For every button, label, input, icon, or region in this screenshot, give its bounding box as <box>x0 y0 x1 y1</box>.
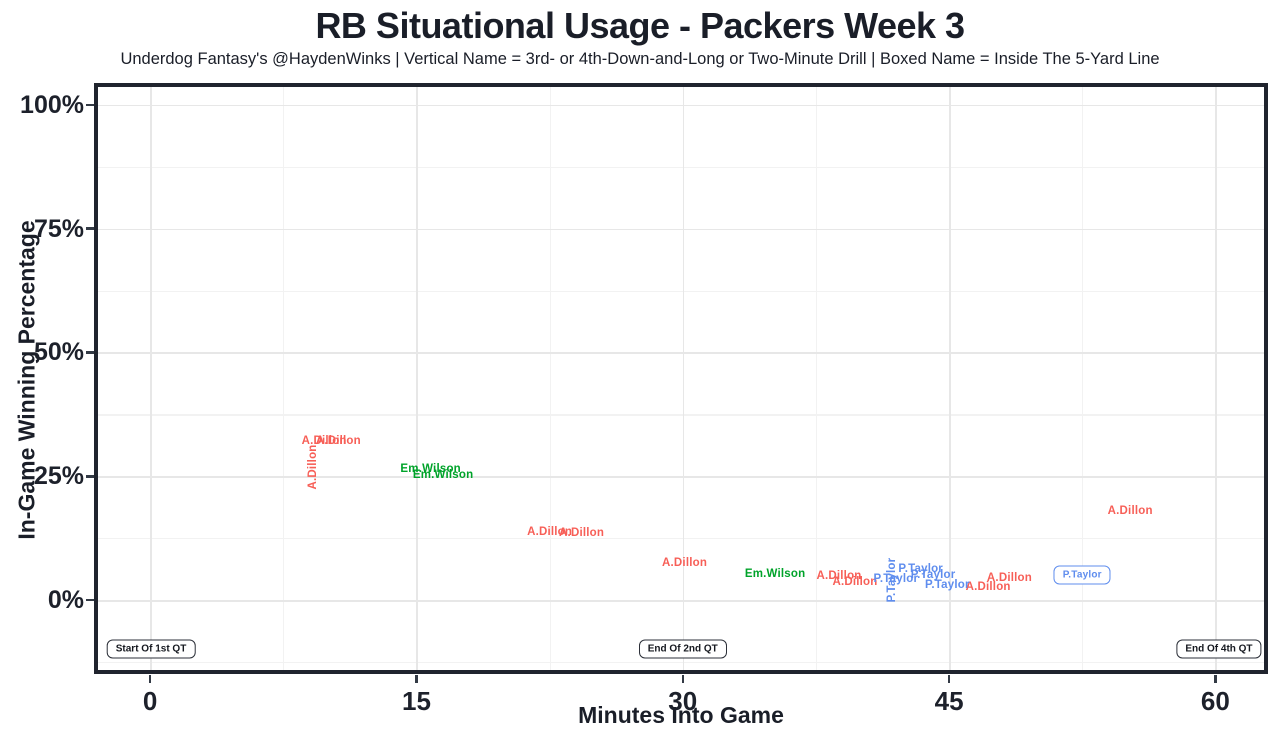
y-axis-tick-mark <box>86 598 94 602</box>
player-label-a-dillon: A.Dillon <box>816 570 862 583</box>
minor-gridline-y <box>96 662 1266 664</box>
minor-gridline-y <box>96 290 1266 292</box>
minor-gridline-y <box>96 414 1266 416</box>
y-axis-tick-mark <box>86 475 94 478</box>
x-axis-title: Minutes Into Game <box>578 702 784 728</box>
plot-border <box>94 83 1268 674</box>
x-axis-tick-label: 30 <box>668 686 698 716</box>
quarter-annotation: End Of 4th QT <box>1176 639 1262 659</box>
y-axis-tick-mark <box>86 227 94 230</box>
player-label-a-dillon: A.Dillon <box>1107 505 1153 517</box>
y-axis-tick-label: 100% <box>20 90 84 119</box>
y-axis-tick-label: 25% <box>33 462 84 491</box>
player-label-p-taylor: P.Taylor <box>924 579 970 592</box>
minor-gridline-y <box>96 538 1266 540</box>
minor-gridline-x <box>283 85 285 672</box>
x-axis-tick-mark <box>947 675 951 683</box>
major-gridline-x <box>416 85 419 672</box>
y-axis-tick-label: 50% <box>33 338 84 367</box>
major-gridline-y <box>96 352 1266 355</box>
y-axis-title: In-Game Winning Percentage <box>13 220 40 540</box>
player-label-a-dillon: A.Dillon <box>986 572 1032 585</box>
minor-gridline-x <box>1082 85 1084 672</box>
x-axis-tick-mark <box>148 675 152 683</box>
x-axis-tick-label: 60 <box>1200 686 1230 716</box>
quarter-annotation: Start Of 1st QT <box>106 639 196 659</box>
x-axis-tick-label: 45 <box>934 686 964 716</box>
x-axis-tick-mark <box>1214 675 1217 683</box>
chart-title: RB Situational Usage - Packers Week 3 <box>315 5 965 46</box>
x-axis-tick-label: 0 <box>142 686 158 716</box>
player-label-a-dillon: A.Dillon <box>832 576 878 589</box>
player-label-a-dillon: A.Dillon <box>662 557 708 570</box>
y-axis-tick-label: 0% <box>47 586 84 615</box>
major-gridline-y <box>96 104 1266 107</box>
quarter-annotation: End Of 2nd QT <box>638 639 727 659</box>
major-gridline-y <box>96 476 1266 478</box>
major-gridline-y <box>96 228 1266 231</box>
x-axis-tick-label: 15 <box>401 686 431 716</box>
player-label-a-dillon: A.Dillon <box>965 581 1011 594</box>
plot-area: 0 15 30 45 60 0% 25% 50% 75% 100% A.Dillon A.Dillon… <box>20 83 1268 716</box>
player-label-a-dillon: A.Dillon <box>559 527 605 540</box>
major-gridline-y <box>96 600 1266 602</box>
player-label-p-taylor: P.Taylor <box>898 562 943 575</box>
player-label-em-wilson: Em.Wilson <box>412 468 474 481</box>
player-label-p-taylor: P.Taylor <box>873 573 919 586</box>
player-label-em-wilson: Em.Wilson <box>400 462 461 475</box>
player-label-em-wilson: Em.Wilson <box>744 567 806 580</box>
y-axis-tick-mark <box>86 103 94 107</box>
player-label-p-taylor: P.Taylor <box>910 568 956 581</box>
major-gridline-x <box>682 85 685 672</box>
y-axis-tick-mark <box>86 351 94 354</box>
major-gridline-x <box>150 85 152 672</box>
chart-subtitle: Underdog Fantasy's @HaydenWinks | Vertic… <box>120 50 1160 68</box>
minor-gridline-y <box>96 166 1266 168</box>
x-axis-tick-mark <box>681 675 685 683</box>
x-axis-tick-mark <box>415 675 418 683</box>
major-gridline-x <box>1215 85 1217 672</box>
player-label-p-taylor: P.Taylor <box>1053 565 1111 585</box>
player-label-a-dillon: A.Dillon <box>307 444 320 490</box>
y-axis-tick-label: 75% <box>33 214 84 243</box>
minor-gridline-x <box>815 85 818 672</box>
player-label-a-dillon: A.Dillon <box>315 435 361 448</box>
major-gridline-x <box>949 85 951 672</box>
minor-gridline-x <box>549 85 551 672</box>
player-label-a-dillon: A.Dillon <box>301 435 347 448</box>
player-label-a-dillon: A.Dillon <box>527 526 573 539</box>
